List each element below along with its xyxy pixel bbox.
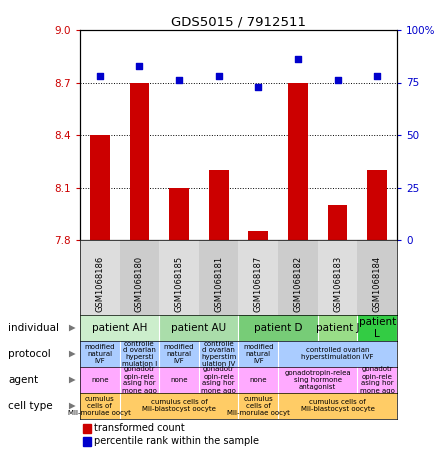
Bar — [80, 393, 119, 419]
Text: GSM1068181: GSM1068181 — [214, 256, 223, 312]
Bar — [119, 393, 238, 419]
Bar — [317, 240, 357, 315]
Point — [175, 77, 182, 84]
Text: GSM1068182: GSM1068182 — [293, 256, 302, 312]
Bar — [159, 240, 198, 315]
Bar — [159, 341, 198, 367]
Bar — [357, 315, 396, 341]
Title: GDS5015 / 7912511: GDS5015 / 7912511 — [171, 16, 305, 29]
Bar — [366, 170, 386, 240]
Bar — [238, 367, 277, 393]
Bar — [248, 231, 268, 240]
Bar — [357, 240, 396, 315]
Text: cumulus
cells of
MII-morulae oocyt: cumulus cells of MII-morulae oocyt — [227, 396, 289, 416]
Text: patient
L: patient L — [358, 317, 395, 339]
Bar — [317, 315, 357, 341]
Bar — [159, 367, 198, 393]
Bar — [238, 240, 277, 315]
Bar — [238, 341, 277, 367]
Bar — [119, 367, 159, 393]
Text: none: none — [91, 377, 108, 383]
Point — [333, 77, 340, 84]
Text: modified
natural
IVF: modified natural IVF — [84, 344, 115, 364]
Text: transformed count: transformed count — [94, 423, 184, 433]
Text: individual: individual — [8, 323, 59, 333]
Text: gonadotr
opin-rele
asing hor
mone ago: gonadotr opin-rele asing hor mone ago — [201, 366, 236, 394]
Text: gonadotr
opin-rele
asing hor
mone ago: gonadotr opin-rele asing hor mone ago — [122, 366, 157, 394]
Text: patient AH: patient AH — [92, 323, 147, 333]
Bar — [129, 82, 149, 240]
Bar — [287, 82, 307, 240]
Point — [96, 72, 103, 80]
Bar — [277, 393, 396, 419]
Text: none: none — [249, 377, 266, 383]
Text: modified
natural
IVF: modified natural IVF — [243, 344, 273, 364]
Text: agent: agent — [8, 375, 38, 385]
Bar — [159, 315, 238, 341]
Bar — [277, 367, 357, 393]
Point — [254, 83, 261, 90]
Text: patient J: patient J — [315, 323, 358, 333]
Text: GSM1068180: GSM1068180 — [135, 256, 144, 312]
Text: none: none — [170, 377, 187, 383]
Bar — [198, 240, 238, 315]
Point — [294, 56, 301, 63]
Bar — [198, 341, 238, 367]
Text: modified
natural
IVF: modified natural IVF — [164, 344, 194, 364]
Text: controlle
d ovarian
hyperstim
ulation IV: controlle d ovarian hyperstim ulation IV — [201, 341, 236, 367]
Bar — [83, 424, 91, 433]
Text: patient D: patient D — [253, 323, 302, 333]
Bar — [169, 188, 188, 240]
Point — [215, 72, 222, 80]
Bar — [80, 240, 119, 315]
Bar — [119, 240, 159, 315]
Bar — [238, 393, 277, 419]
Text: GSM1068183: GSM1068183 — [332, 256, 341, 312]
Text: controlled ovarian
hyperstimulation IVF: controlled ovarian hyperstimulation IVF — [301, 347, 373, 361]
Text: gonadotr
opin-rele
asing hor
mone ago: gonadotr opin-rele asing hor mone ago — [359, 366, 394, 394]
Bar — [198, 367, 238, 393]
Point — [136, 62, 143, 69]
Text: cell type: cell type — [8, 401, 53, 411]
Bar — [277, 341, 396, 367]
Point — [373, 72, 380, 80]
Bar — [277, 240, 317, 315]
Bar — [83, 437, 91, 446]
Text: cumulus
cells of
MII-morulae oocyt: cumulus cells of MII-morulae oocyt — [68, 396, 131, 416]
Bar — [80, 367, 119, 393]
Text: protocol: protocol — [8, 349, 51, 359]
Text: gonadotropin-relea
sing hormone
antagonist: gonadotropin-relea sing hormone antagoni… — [284, 370, 350, 390]
Text: GSM1068185: GSM1068185 — [174, 256, 183, 312]
Text: percentile rank within the sample: percentile rank within the sample — [94, 437, 259, 447]
Text: GSM1068184: GSM1068184 — [372, 256, 381, 312]
Bar — [119, 341, 159, 367]
Bar — [80, 341, 119, 367]
Bar — [208, 170, 228, 240]
Bar — [90, 135, 109, 240]
Bar — [327, 205, 347, 240]
Text: cumulus cells of
MII-blastocyst oocyte: cumulus cells of MII-blastocyst oocyte — [300, 400, 374, 413]
Text: cumulus cells of
MII-blastocyst oocyte: cumulus cells of MII-blastocyst oocyte — [142, 400, 216, 413]
Bar — [238, 315, 317, 341]
Text: GSM1068187: GSM1068187 — [253, 256, 262, 312]
Text: GSM1068186: GSM1068186 — [95, 256, 104, 312]
Text: controlle
d ovarian
hypersti
mulation I: controlle d ovarian hypersti mulation I — [122, 341, 157, 367]
Bar — [357, 367, 396, 393]
Text: patient AU: patient AU — [171, 323, 226, 333]
Bar — [80, 315, 159, 341]
